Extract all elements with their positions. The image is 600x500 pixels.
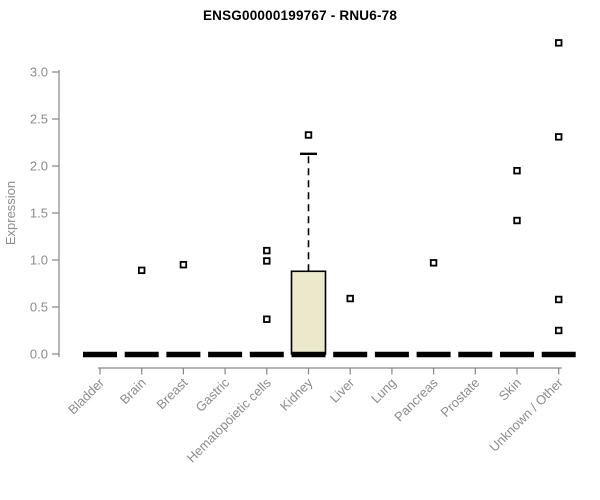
- x-tick-label: Skin: [496, 375, 524, 403]
- outlier-point: [513, 166, 521, 175]
- outlier-point: [346, 294, 354, 303]
- outlier-point: [555, 295, 563, 304]
- x-tick-label: Unknown / Other: [486, 375, 566, 455]
- outlier-point: [429, 259, 438, 267]
- y-tick-label: 3.0: [30, 65, 48, 80]
- x-tick-label: Lung: [368, 375, 399, 406]
- outlier-point: [263, 257, 271, 265]
- outlier-point: [137, 266, 146, 275]
- chart-title: ENSG00000199767 - RNU6-78: [202, 8, 398, 23]
- outlier-point: [513, 216, 521, 225]
- x-tick-label: Bladder: [65, 375, 108, 418]
- y-tick-label: 1.0: [30, 253, 48, 268]
- x-tick-label: Pancreas: [391, 375, 441, 425]
- x-tick-label: Liver: [327, 375, 358, 406]
- y-tick-label: 1.5: [30, 206, 48, 221]
- x-tick-label: Prostate: [438, 375, 483, 420]
- outlier-point: [555, 326, 563, 335]
- y-tick-label: 2.0: [30, 159, 48, 174]
- outlier-point: [555, 133, 563, 141]
- outlier-point: [304, 131, 313, 139]
- y-tick-label: 0.0: [30, 347, 48, 362]
- outlier-point: [263, 246, 271, 255]
- x-tick-label: Kidney: [277, 375, 316, 414]
- outlier-point: [179, 260, 188, 269]
- y-axis-title: Expression: [3, 181, 18, 245]
- x-tick-label: Brain: [117, 375, 149, 407]
- y-tick-label: 2.5: [30, 112, 48, 127]
- box: [290, 270, 327, 355]
- y-tick-label: 0.5: [30, 300, 48, 315]
- outlier-point: [555, 39, 563, 47]
- x-tick-label: Breast: [153, 375, 190, 412]
- outlier-point: [263, 315, 271, 323]
- x-tick-label: Gastric: [193, 375, 233, 415]
